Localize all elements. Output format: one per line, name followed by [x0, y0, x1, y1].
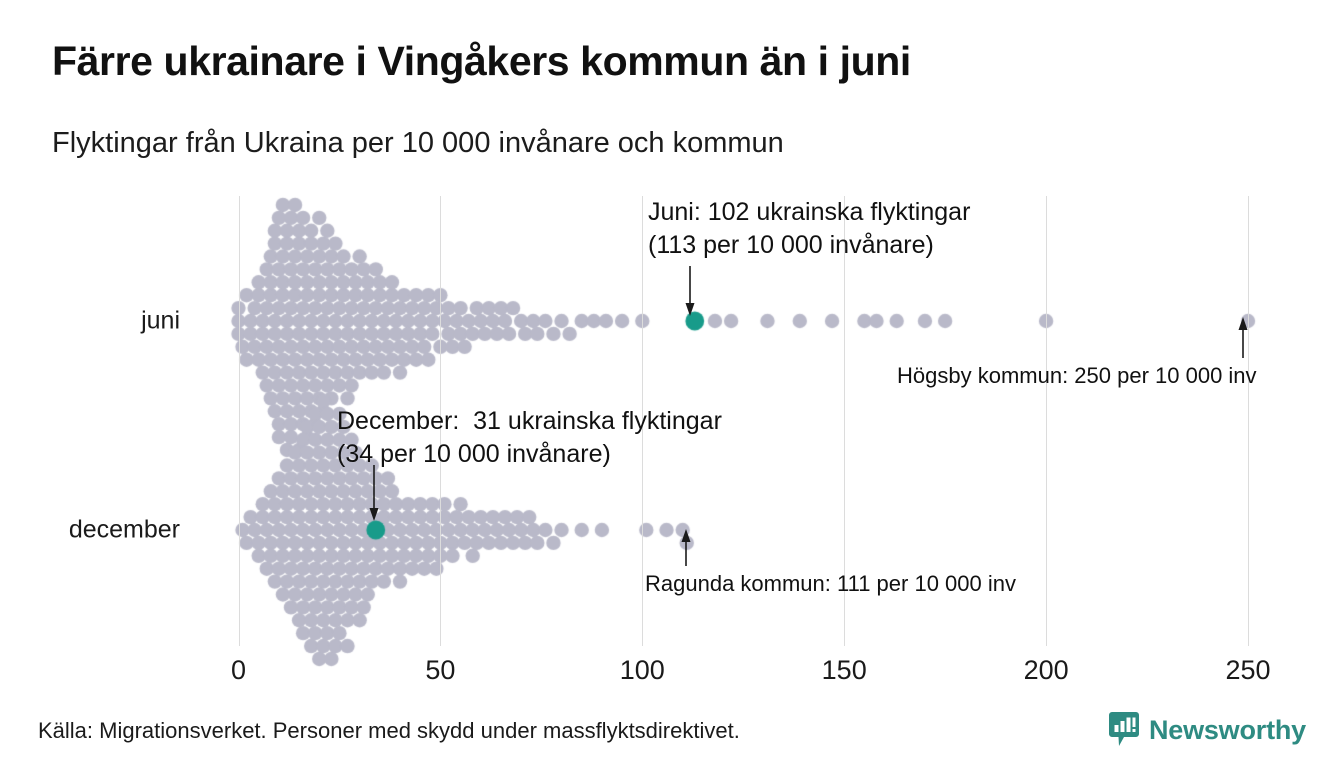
chart-subtitle: Flyktingar från Ukraina per 10 000 invån…	[52, 127, 784, 159]
newsworthy-logo[interactable]: Newsworthy	[1108, 712, 1306, 748]
x-tick-250: 250	[1225, 655, 1271, 685]
annotation-december-line1: December: 31 ukrainska flyktingar	[337, 407, 722, 435]
gridline-250	[1248, 196, 1249, 646]
annotation-ragunda: Ragunda kommun: 111 per 10 000 inv	[645, 571, 1016, 596]
x-tick-150: 150	[821, 655, 867, 685]
x-tick-100: 100	[619, 655, 665, 685]
x-tick-0: 0	[230, 655, 247, 685]
gridline-0	[239, 196, 240, 646]
gridline-100	[642, 196, 643, 646]
gridline-200	[1046, 196, 1047, 646]
gridline-50	[440, 196, 441, 646]
annotation-juni-line2: (113 per 10 000 invånare)	[648, 231, 934, 259]
source-note: Källa: Migrationsverket. Personer med sk…	[38, 718, 740, 743]
bar-chart-bubble-icon	[1108, 712, 1139, 746]
x-tick-50: 50	[425, 655, 456, 685]
annotation-december-line2: (34 per 10 000 invånare)	[337, 440, 611, 468]
annotation-juni-line1: Juni: 102 ukrainska flyktingar	[648, 198, 971, 226]
gridline-150	[844, 196, 845, 646]
y-axis-label-juni: juni	[141, 306, 180, 335]
y-axis-label-december: december	[68, 515, 180, 544]
x-tick-200: 200	[1023, 655, 1069, 685]
page-title: Färre ukrainare i Vingåkers kommun än i …	[52, 38, 911, 84]
annotation-hogsby: Högsby kommun: 250 per 10 000 inv	[897, 363, 1257, 388]
logo-wordmark: Newsworthy	[1148, 714, 1306, 745]
